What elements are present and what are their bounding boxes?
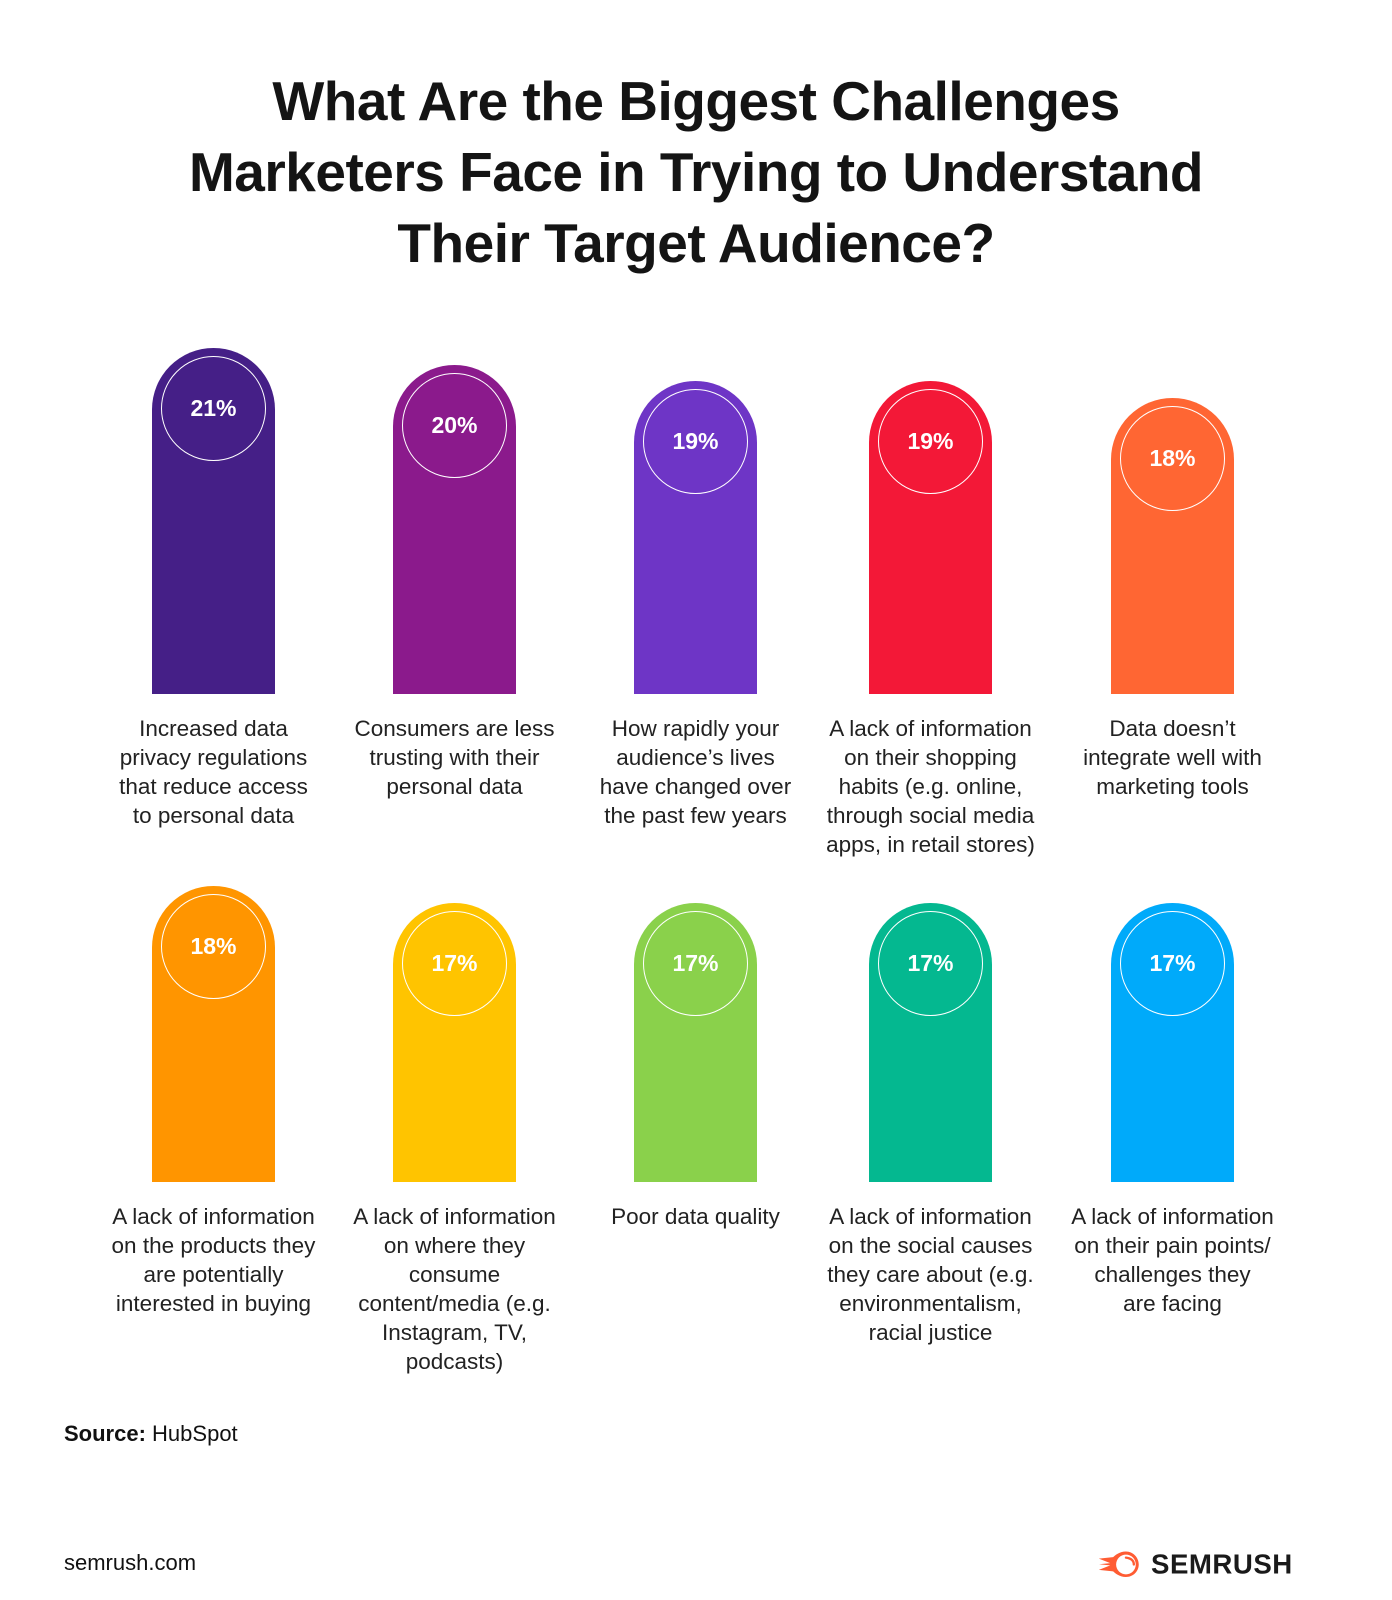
svg-text:SEMRUSH: SEMRUSH (1151, 1549, 1293, 1580)
